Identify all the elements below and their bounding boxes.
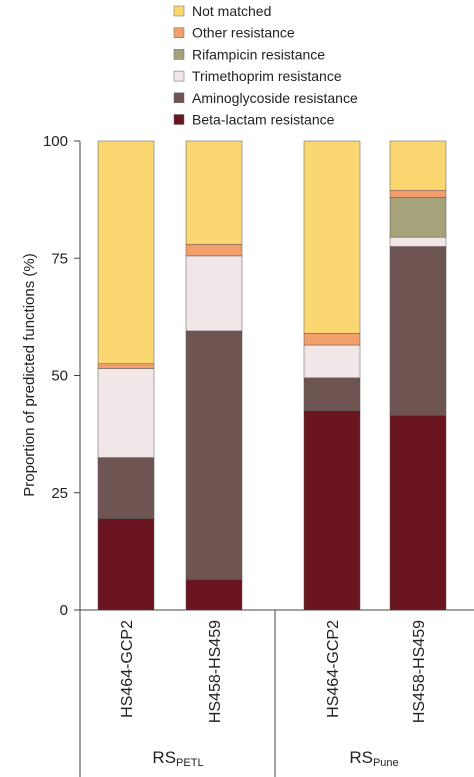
- legend: Not matched Other resistance Rifampicin re…: [173, 3, 358, 128]
- category-label: HS464-GCP2: [325, 620, 342, 718]
- legend-label: Other resistance: [192, 25, 295, 41]
- y-tick-label: 50: [51, 368, 68, 385]
- bar-segment: [185, 330, 243, 580]
- legend-swatch: [173, 70, 185, 82]
- category-labels: HS464-GCP2 HS458-HS459 HS464-GCP2 HS458-HS4…: [119, 620, 428, 723]
- legend-label: Beta-lactam resistance: [192, 112, 335, 128]
- bar-segment: [389, 246, 447, 416]
- y-tick-label: 100: [43, 133, 68, 150]
- bar-segment: [303, 410, 361, 611]
- legend-label: Aminoglycoside resistance: [192, 90, 358, 106]
- category-label: HS464-GCP2: [119, 620, 136, 718]
- bar-segment: [303, 333, 361, 346]
- category-label: HS458-HS459: [411, 620, 428, 723]
- category-label: HS458-HS459: [207, 620, 224, 723]
- y-tick-label: 25: [51, 485, 68, 502]
- bar-segment: [389, 197, 447, 238]
- bar-segment: [185, 140, 243, 245]
- y-tick-label: 75: [51, 250, 68, 267]
- legend-label: Rifampicin resistance: [192, 46, 325, 62]
- legend-swatch: [173, 5, 185, 17]
- group-labels: RSPETL RSPune: [152, 748, 398, 769]
- bar-segment: [389, 140, 447, 191]
- bar-segment: [303, 377, 361, 411]
- bar-segment: [185, 255, 243, 332]
- legend-swatch: [173, 114, 185, 125]
- bar-segment: [185, 243, 243, 257]
- bar-segment: [389, 415, 447, 611]
- legend-label: Trimethoprim resistance: [192, 68, 342, 84]
- group-label: RSPETL: [152, 748, 203, 769]
- bar-segment: [389, 189, 447, 198]
- group-label: RSPune: [349, 748, 398, 769]
- y-ticks: 0 25 50 75 100: [43, 133, 80, 619]
- bar-segment: [97, 518, 155, 611]
- bar-segment: [389, 236, 447, 247]
- bar-segment: [303, 344, 361, 379]
- bar-segment: [303, 140, 361, 334]
- legend-swatch: [173, 92, 185, 104]
- bar-segment: [185, 579, 243, 611]
- legend-label: Not matched: [192, 3, 271, 19]
- y-axis-label: Proportion of predicted functions (%): [21, 253, 38, 496]
- y-tick-label: 0: [60, 602, 68, 619]
- bars: [97, 140, 447, 611]
- bar-segment: [97, 140, 155, 365]
- legend-swatch: [173, 49, 185, 60]
- legend-swatch: [173, 27, 185, 38]
- bar-segment: [97, 368, 155, 458]
- bar-segment: [97, 363, 155, 369]
- bar-segment: [97, 457, 155, 519]
